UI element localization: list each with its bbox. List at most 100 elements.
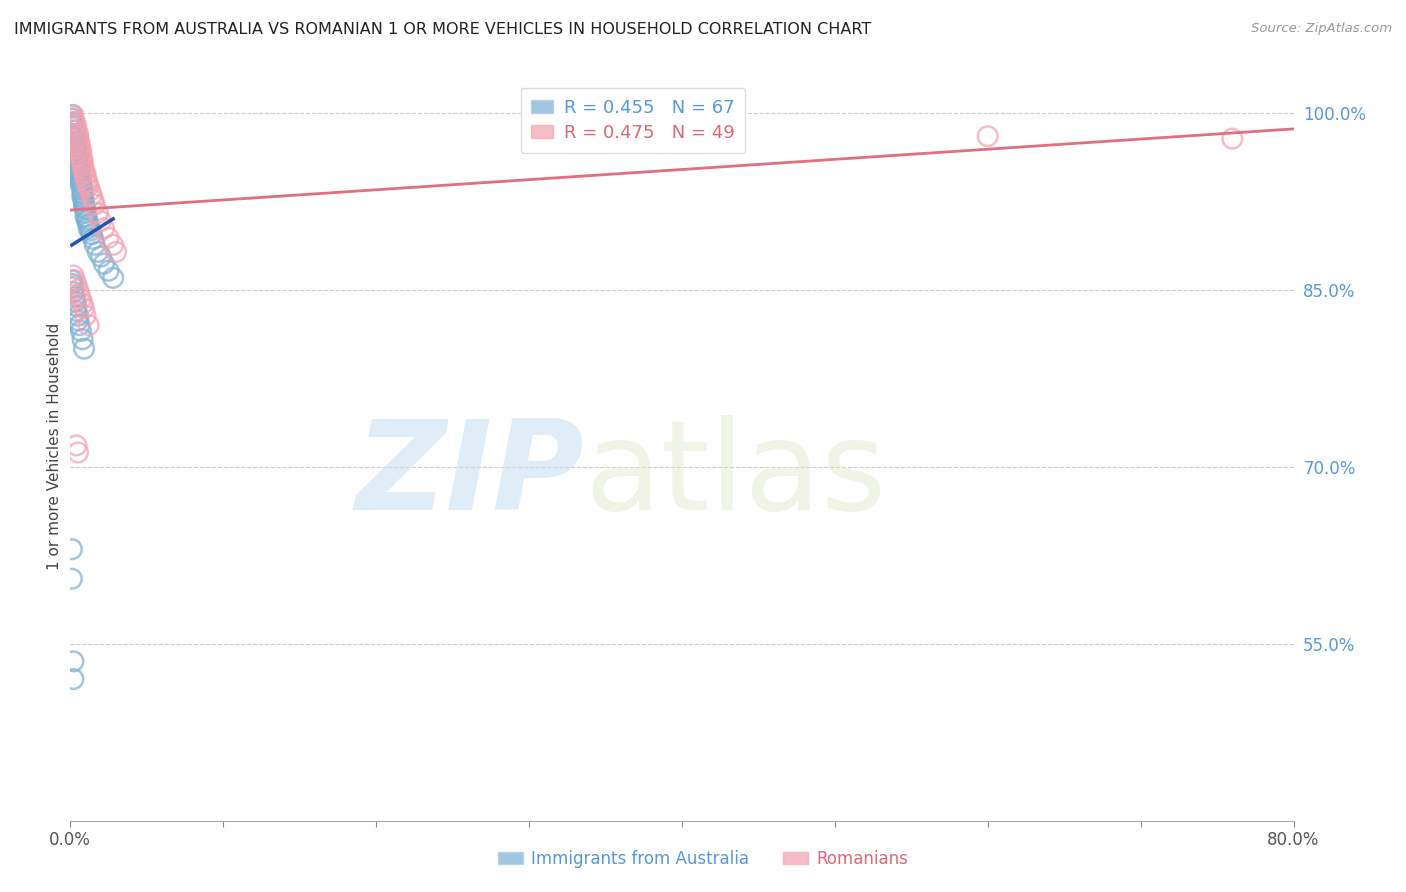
Point	[69, 318, 91, 332]
Point	[76, 211, 98, 226]
Point	[60, 572, 83, 586]
Point	[72, 188, 94, 202]
Point	[72, 332, 94, 346]
Point	[976, 129, 998, 144]
Point	[69, 164, 91, 178]
Point	[72, 182, 94, 196]
Point	[65, 141, 87, 155]
Point	[75, 170, 97, 185]
Point	[79, 224, 101, 238]
Text: atlas: atlas	[583, 416, 886, 536]
Point	[60, 108, 83, 122]
Point	[70, 170, 93, 185]
Point	[66, 445, 89, 459]
Point	[97, 231, 120, 245]
Point	[60, 112, 83, 126]
Point	[63, 115, 86, 129]
Point	[90, 250, 112, 264]
Point	[62, 285, 84, 299]
Point	[73, 162, 96, 177]
Point	[63, 127, 86, 141]
Point	[76, 214, 98, 228]
Point	[65, 120, 87, 134]
Point	[65, 135, 87, 149]
Point	[62, 108, 84, 122]
Point	[66, 283, 89, 297]
Point	[63, 118, 86, 132]
Point	[69, 135, 91, 149]
Point	[97, 264, 120, 278]
Point	[1220, 131, 1243, 145]
Point	[93, 221, 115, 235]
Point	[93, 257, 115, 271]
Point	[62, 115, 84, 129]
Point	[75, 309, 97, 323]
Point	[73, 164, 96, 178]
Point	[65, 123, 87, 137]
Point	[66, 151, 89, 165]
Point	[82, 232, 104, 246]
Point	[62, 654, 84, 668]
Point	[73, 342, 96, 356]
Point	[77, 178, 100, 193]
Point	[77, 318, 100, 332]
Point	[105, 244, 128, 259]
Point	[87, 244, 110, 259]
Point	[87, 206, 110, 220]
Point	[70, 147, 93, 161]
Point	[66, 131, 89, 145]
Point	[66, 313, 89, 327]
Point	[72, 155, 94, 169]
Point	[69, 287, 91, 301]
Point	[79, 184, 101, 198]
Point	[72, 191, 94, 205]
Point	[62, 112, 84, 126]
Point	[77, 221, 100, 235]
Point	[70, 324, 93, 338]
Point	[62, 280, 84, 294]
Point	[63, 123, 86, 137]
Point	[65, 144, 87, 158]
Point	[69, 138, 91, 153]
Point	[101, 237, 124, 252]
Point	[66, 155, 89, 169]
Point	[60, 542, 83, 557]
Legend: Immigrants from Australia, Romanians: Immigrants from Australia, Romanians	[491, 844, 915, 875]
Point	[63, 290, 86, 304]
Point	[75, 206, 97, 220]
Point	[72, 186, 94, 200]
Point	[69, 167, 91, 181]
Point	[73, 200, 96, 214]
Point	[65, 299, 87, 313]
Point	[66, 127, 89, 141]
Point	[63, 294, 86, 309]
Point	[65, 277, 87, 292]
Point	[80, 188, 103, 202]
Point	[101, 270, 124, 285]
Point	[75, 202, 97, 217]
Point	[62, 268, 84, 283]
Point	[75, 167, 97, 181]
Point	[69, 162, 91, 177]
Point	[65, 438, 87, 452]
Point	[70, 292, 93, 306]
Text: IMMIGRANTS FROM AUSTRALIA VS ROMANIAN 1 OR MORE VEHICLES IN HOUSEHOLD CORRELATIO: IMMIGRANTS FROM AUSTRALIA VS ROMANIAN 1 …	[14, 22, 872, 37]
Point	[62, 118, 84, 132]
Point	[90, 214, 112, 228]
Point	[66, 129, 89, 144]
Legend: R = 0.455   N = 67, R = 0.475   N = 49: R = 0.455 N = 67, R = 0.475 N = 49	[520, 88, 745, 153]
Point	[60, 277, 83, 291]
Point	[62, 120, 84, 134]
Point	[73, 197, 96, 211]
Text: ZIP: ZIP	[356, 416, 583, 536]
Point	[72, 159, 94, 173]
Point	[63, 273, 86, 287]
Point	[66, 147, 89, 161]
Y-axis label: 1 or more Vehicles in Household: 1 or more Vehicles in Household	[46, 322, 62, 570]
Point	[62, 672, 84, 686]
Point	[77, 218, 100, 232]
Point	[70, 177, 93, 191]
Point	[73, 301, 96, 316]
Point	[73, 194, 96, 209]
Point	[76, 177, 98, 191]
